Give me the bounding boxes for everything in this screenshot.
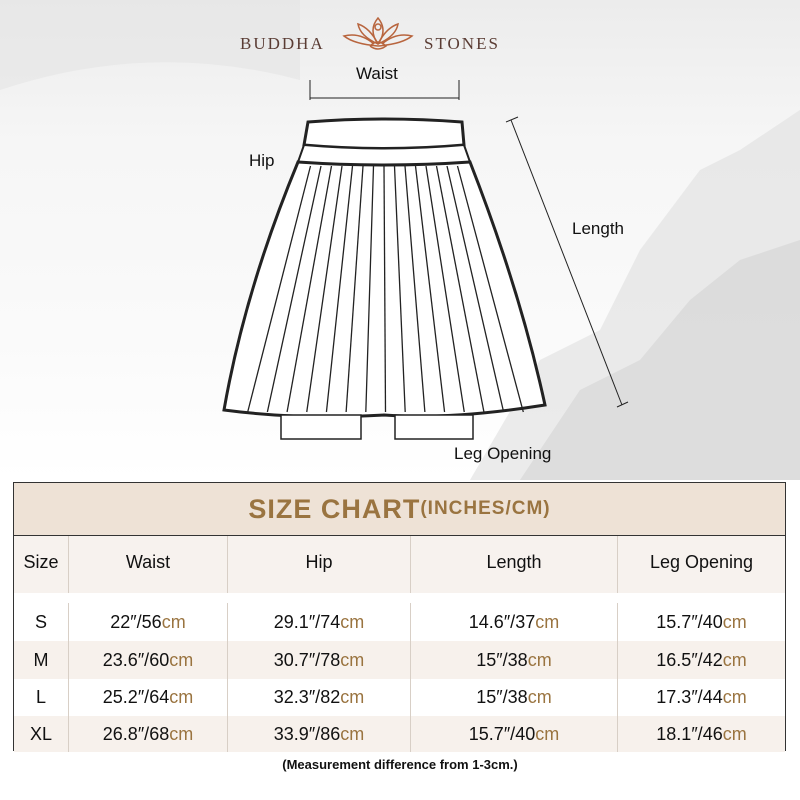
table-row: L 25.2″/64 cm 32.3″/82 cm 15″/38 cm 17.3″/44 cm: [14, 679, 785, 716]
pleat-line: [446, 165, 505, 413]
waist-label: Waist: [356, 64, 398, 83]
cell-length: 15″/38 cm: [411, 641, 618, 679]
pleat-line: [383, 165, 387, 413]
pleat-line: [365, 165, 375, 413]
cell-length: 15″/38 cm: [411, 679, 618, 716]
size-chart-table: SIZE CHART (INCHES/CM) Size Waist Hip Len…: [13, 482, 786, 752]
cell-leg: 18.1″/46 cm: [656, 723, 747, 744]
pleat-line: [393, 165, 406, 413]
pleat-line: [414, 165, 446, 413]
cell-hip: 33.9″/86 cm: [228, 716, 411, 752]
pleat-line: [247, 165, 312, 413]
cell-size: S: [14, 603, 69, 641]
pleat-line: [404, 165, 426, 413]
mountain-background: [0, 0, 800, 480]
hip-label: Hip: [249, 151, 275, 170]
lotus-meditation-icon: [342, 16, 414, 50]
pleat-line: [306, 165, 343, 413]
cell-waist: 26.8″/68 cm: [69, 716, 228, 752]
table-row: S 22″/56 cm 29.1″/74 cm 14.6″/37 cm 15.7″/40 cm: [14, 593, 785, 641]
brand-name-left: BUDDHA: [240, 34, 325, 53]
cell-size: XL: [14, 716, 69, 752]
pleat-line: [435, 165, 485, 413]
header-hip: Hip: [228, 536, 411, 593]
pleat-line: [425, 165, 465, 413]
pleat-line: [345, 165, 364, 413]
table-row: M 23.6″/60 cm 30.7″/78 cm 15″/38 cm 16.5″/42 cm: [14, 641, 785, 679]
cell-waist: 23.6″/60 cm: [69, 641, 228, 679]
cell-leg: 16.5″/42 cm: [656, 649, 747, 670]
cell-hip: 29.1″/74 cm: [228, 603, 411, 641]
cell-length: 15.7″/40 cm: [411, 716, 618, 752]
skirt-diagram: [222, 80, 629, 440]
cell-leg: 17.3″/44 cm: [656, 687, 747, 707]
measurement-note: (Measurement difference from 1-3cm.): [282, 757, 518, 772]
cell-hip: 30.7″/78 cm: [228, 641, 411, 679]
cell-size: L: [14, 679, 69, 716]
cell-leg: 15.7″/40 cm: [656, 611, 747, 632]
cell-waist: 22″/56 cm: [69, 603, 228, 641]
cell-waist: 25.2″/64 cm: [69, 679, 228, 716]
size-chart-title: SIZE CHART (INCHES/CM): [14, 483, 785, 536]
header-leg-opening: Leg Opening: [649, 552, 754, 572]
pleat-line: [456, 165, 524, 413]
leg-opening-label: Leg Opening: [454, 444, 552, 463]
cell-hip: 32.3″/82 cm: [228, 679, 411, 716]
table-header-row: Size Waist Hip Length Leg Opening: [14, 536, 785, 593]
length-label: Length: [572, 219, 624, 238]
cell-length: 14.6″/37 cm: [411, 603, 618, 641]
header-waist: Waist: [69, 536, 228, 593]
header-length: Length: [411, 536, 618, 593]
pleat-line: [325, 165, 354, 413]
header-size: Size: [14, 536, 69, 593]
brand-name-right: STONES: [424, 34, 500, 53]
pleat-line: [266, 165, 322, 413]
cell-size: M: [14, 641, 69, 679]
pleat-line: [286, 165, 333, 413]
table-row: XL 26.8″/68 cm 33.9″/86 cm 15.7″/40 cm 18.1″/46…: [14, 716, 785, 752]
